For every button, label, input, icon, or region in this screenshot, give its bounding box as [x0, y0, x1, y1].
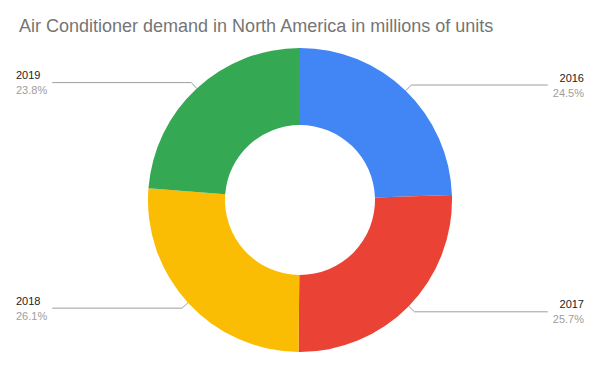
svg-text:2018: 2018: [16, 295, 40, 307]
svg-text:2016: 2016: [560, 72, 584, 84]
svg-text:23.8%: 23.8%: [16, 84, 47, 96]
svg-text:2019: 2019: [16, 69, 40, 81]
svg-text:Air Conditioner demand in Nort: Air Conditioner demand in North America …: [19, 16, 493, 36]
svg-text:25.7%: 25.7%: [553, 313, 584, 325]
svg-text:2017: 2017: [560, 298, 584, 310]
svg-text:24.5%: 24.5%: [553, 87, 584, 99]
svg-text:26.1%: 26.1%: [16, 310, 47, 322]
